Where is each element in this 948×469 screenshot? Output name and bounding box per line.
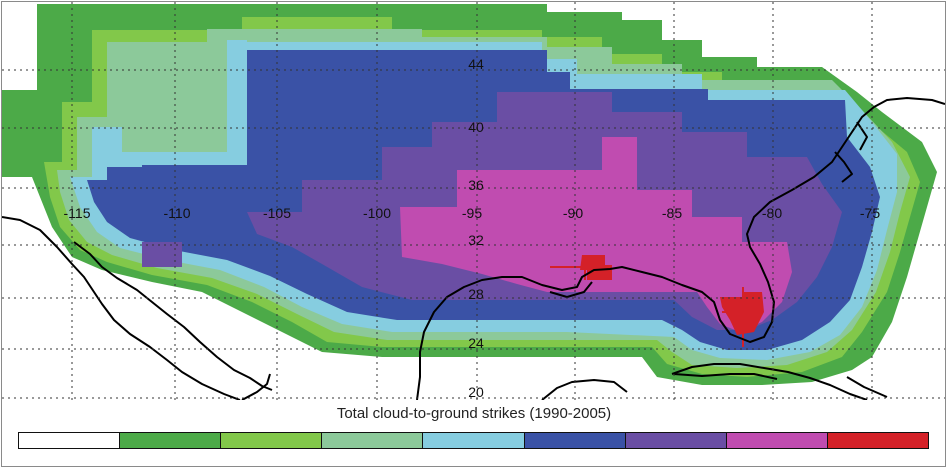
lat-label: 24 [468,335,484,351]
colorbar-swatch [322,433,424,448]
lon-label: -115 [64,205,91,221]
density-band-7 [400,137,792,332]
density-spike-1 [550,258,762,347]
lon-label: -90 [563,205,583,221]
longitude-labels: -115 -110 -105 -100 -95 -90 -85 -80 -75 [64,205,881,221]
colorbar-swatch [120,433,222,448]
colorbar-swatch [827,433,928,448]
density-band-8 [580,255,764,335]
lon-label: -100 [363,205,391,221]
lat-label: 20 [468,384,484,400]
colorbar-swatch [625,433,727,448]
latitude-labels: 44 40 36 32 28 24 20 [468,56,484,400]
lat-label: 28 [468,286,484,302]
graticule [2,2,945,400]
legend-title: Total cloud-to-ground strikes (1990-2005… [336,405,612,422]
colorbar [18,432,929,449]
colorbar-swatch [423,433,525,448]
lon-label: -85 [662,205,682,221]
lon-label: -95 [462,205,482,221]
lon-label: -80 [762,205,782,221]
lon-label: -105 [263,205,291,221]
colorbar-swatch [19,433,121,448]
lightning-map: -115 -110 -105 -100 -95 -90 -85 -80 -75 … [2,2,945,400]
lat-label: 32 [468,232,484,248]
lon-label: -75 [860,205,880,221]
colorbar-swatch [221,433,323,448]
lon-label: -110 [164,205,191,221]
lat-label: 36 [468,177,484,193]
lat-label: 44 [468,56,484,72]
colorbar-swatch [726,433,828,448]
coastlines [2,97,945,400]
colorbar-swatch [524,433,626,448]
lat-label: 40 [468,119,484,135]
